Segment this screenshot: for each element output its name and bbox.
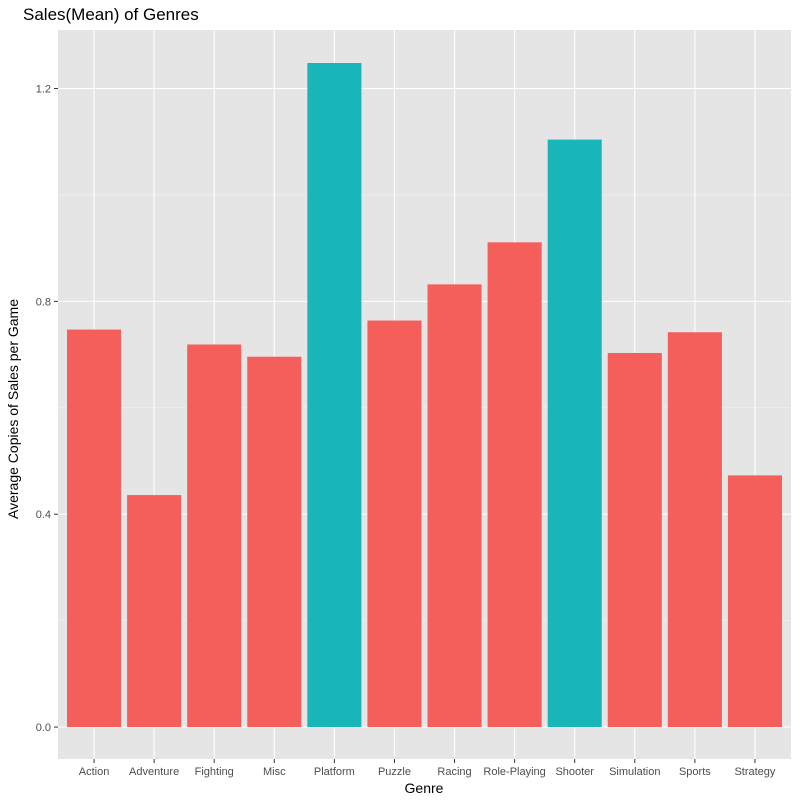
x-tick-label: Sports	[679, 766, 711, 778]
bar-sports	[667, 332, 722, 728]
bar-fighting	[187, 344, 242, 728]
x-tick-label: Simulation	[609, 766, 660, 778]
bar-adventure	[127, 495, 182, 728]
x-tick-label: Shooter	[555, 766, 594, 778]
x-tick-label: Strategy	[734, 766, 775, 778]
chart-title: Sales(Mean) of Genres	[23, 5, 199, 24]
x-tick-label: Action	[79, 766, 110, 778]
x-tick-label: Racing	[437, 766, 471, 778]
y-tick-label: 0.0	[36, 722, 51, 734]
bar-misc	[247, 356, 302, 728]
x-axis: Action Adventure Fighting Misc Platform Puzzl…	[79, 759, 776, 778]
x-tick-label: Platform	[314, 766, 355, 778]
x-axis-title: Genre	[405, 780, 444, 796]
x-tick-label: Fighting	[195, 766, 234, 778]
y-axis: 0.0 0.4 0.8 1.2	[36, 84, 58, 734]
bar-simulation	[607, 352, 662, 728]
bar-platform	[307, 62, 362, 728]
x-tick-label: Role-Playing	[483, 766, 545, 778]
bar-role-playing	[487, 242, 542, 728]
bar-shooter	[547, 139, 602, 728]
x-tick-label: Misc	[263, 766, 286, 778]
bar-action	[67, 329, 122, 728]
y-tick-label: 1.2	[36, 84, 51, 96]
bars	[67, 62, 782, 728]
y-axis-title: Average Copies of Sales per Game	[5, 299, 21, 519]
bar-puzzle	[367, 320, 422, 728]
bar-racing	[427, 284, 482, 728]
y-tick-label: 0.4	[36, 509, 51, 521]
y-tick-label: 0.8	[36, 296, 51, 308]
x-tick-label: Puzzle	[378, 766, 411, 778]
x-tick-label: Adventure	[129, 766, 179, 778]
bar-strategy	[727, 475, 782, 728]
